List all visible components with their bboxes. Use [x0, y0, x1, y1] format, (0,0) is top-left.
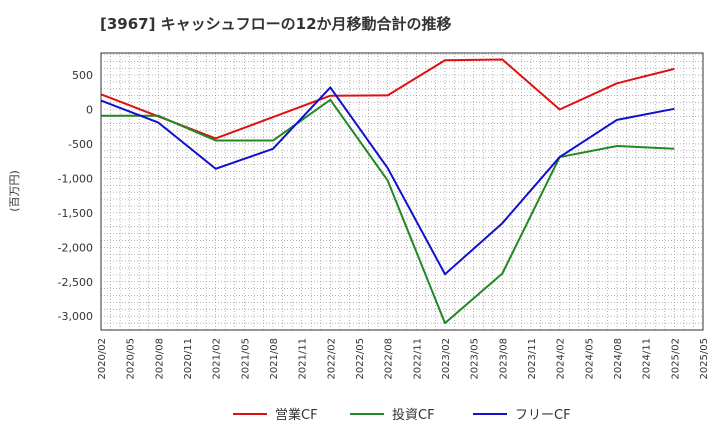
x-tick-label: 2024/08 — [613, 338, 624, 380]
series-line-2 — [101, 98, 675, 325]
legend-label: 投資CF — [392, 407, 435, 423]
legend-label: フリーCF — [515, 408, 571, 423]
y-tick-label: 500 — [72, 69, 93, 82]
y-tick-label: -1,500 — [58, 207, 93, 220]
x-tick-label: 2024/11 — [642, 338, 653, 380]
x-tick-label: 2021/05 — [240, 338, 251, 380]
x-tick-label: 2020/05 — [126, 338, 137, 380]
y-tick-label: -3,000 — [58, 310, 93, 323]
legend: 営業CF 投資CF フリーCF — [233, 407, 571, 423]
y-tick-labels: 500 0 -500 -1,000 -1,500 -2,000 -2,500 -3,000 — [58, 69, 93, 323]
y-tick-label: -1,000 — [58, 172, 93, 185]
x-tick-label: 2022/02 — [326, 338, 337, 380]
y-axis-label: (百万円) — [8, 170, 21, 212]
x-tick-labels: 2020/02 2020/05 2020/08 2020/11 2021/02 2021/… — [97, 338, 710, 380]
chart-title: [3967] キャッシュフローの12か月移動合計の推移 — [100, 15, 452, 33]
x-tick-label: 2020/02 — [97, 338, 108, 380]
x-tick-label: 2021/02 — [212, 338, 223, 380]
x-tick-label: 2022/05 — [355, 338, 366, 380]
y-tick-label: -2,000 — [58, 241, 93, 254]
x-tick-label: 2022/08 — [384, 338, 395, 380]
y-tick-label: 0 — [86, 104, 93, 117]
x-tick-label: 2023/08 — [498, 338, 509, 380]
x-tick-label: 2024/05 — [584, 338, 595, 380]
x-tick-label: 2023/05 — [470, 338, 481, 380]
x-tick-label: 2025/05 — [699, 338, 710, 380]
series-layer — [100, 58, 675, 325]
series-line-3 — [100, 86, 675, 276]
x-tick-label: 2022/11 — [412, 338, 423, 380]
x-tick-label: 2021/08 — [269, 338, 280, 380]
plot-frame — [100, 52, 704, 331]
x-tick-label: 2020/11 — [183, 338, 194, 380]
x-tick-label: 2023/02 — [441, 338, 452, 380]
y-tick-label: -500 — [68, 138, 93, 151]
x-tick-label: 2020/08 — [154, 338, 165, 380]
x-tick-label: 2024/02 — [556, 338, 567, 380]
grid-layer — [100, 53, 704, 331]
legend-label: 営業CF — [275, 407, 318, 423]
x-tick-label: 2025/02 — [670, 338, 681, 380]
x-tick-label: 2023/11 — [527, 338, 538, 380]
x-tick-label: 2021/11 — [298, 338, 309, 380]
y-tick-label: -2,500 — [58, 276, 93, 289]
